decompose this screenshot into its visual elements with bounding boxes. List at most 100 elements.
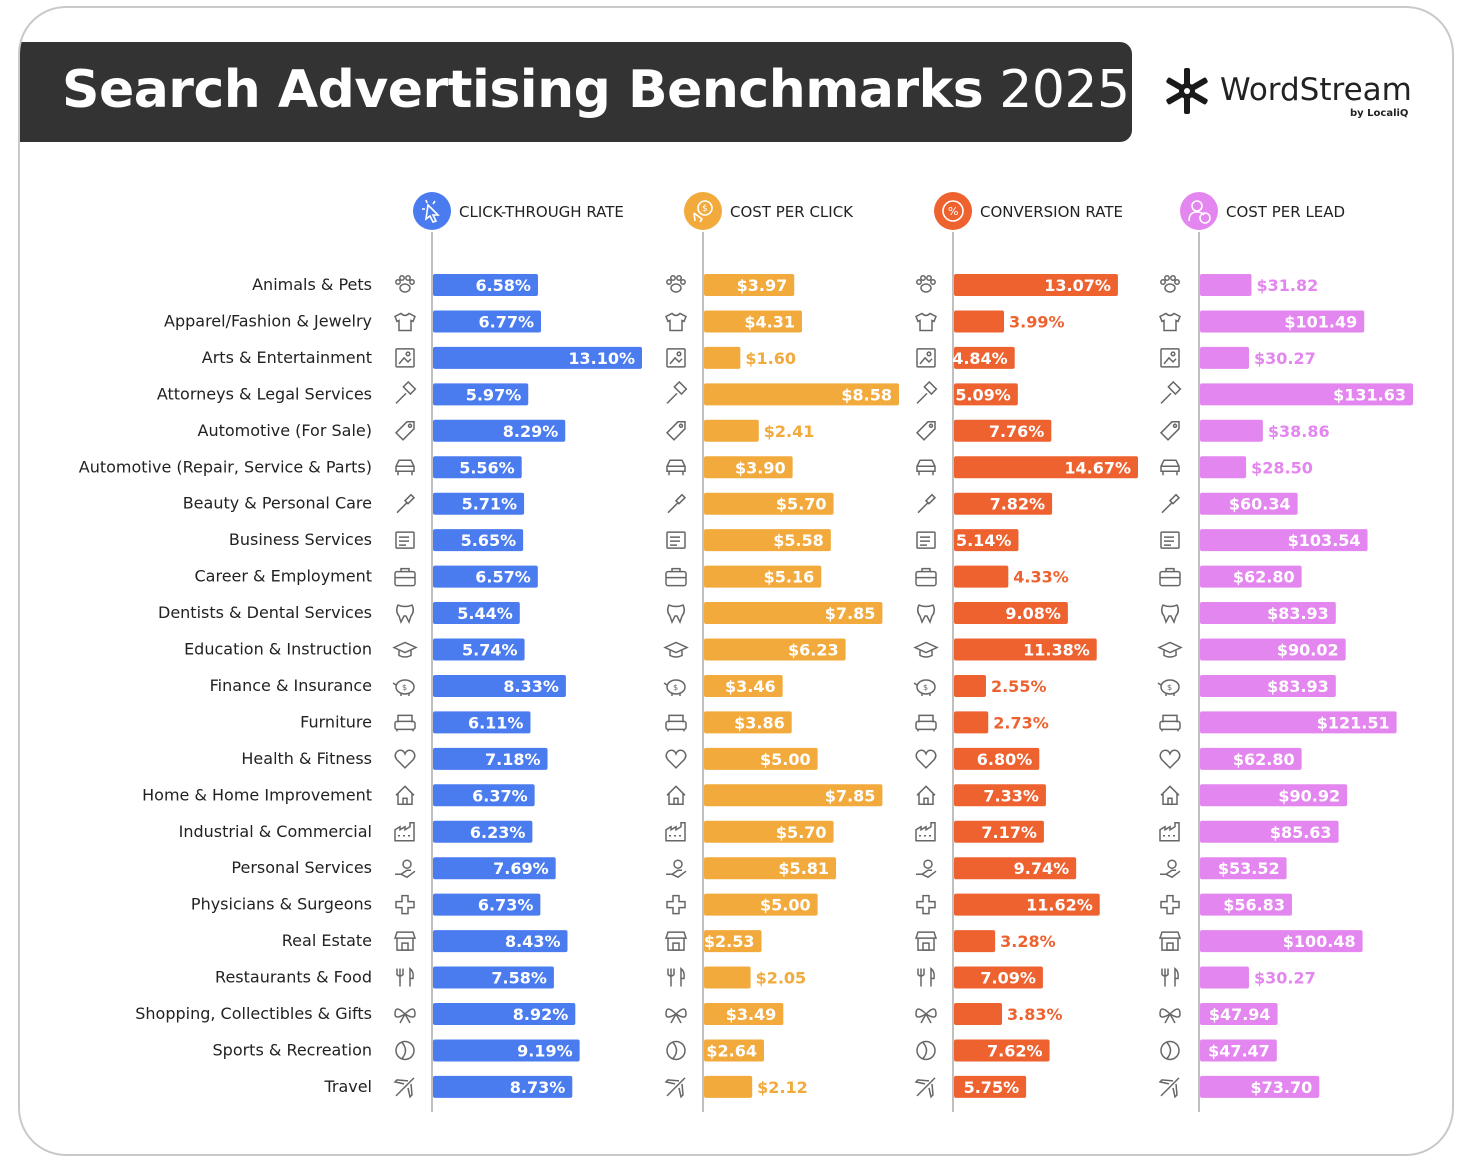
bar <box>954 1075 1027 1098</box>
data-label: $31.82 <box>1256 276 1318 295</box>
gavel-icon <box>395 380 417 404</box>
category-label: Arts & Entertainment <box>202 348 372 367</box>
bar <box>704 893 818 916</box>
data-label: $121.51 <box>1317 713 1390 732</box>
data-label: 5.44% <box>457 604 513 623</box>
utensils-icon <box>396 967 414 987</box>
tooth-icon <box>916 604 936 625</box>
bar <box>433 529 524 552</box>
data-label: 2.55% <box>991 677 1047 696</box>
data-label: 4.33% <box>1013 568 1069 587</box>
category-label: Shopping, Collectibles & Gifts <box>135 1004 372 1023</box>
bar <box>954 674 986 697</box>
house-icon <box>916 785 936 806</box>
factory-icon <box>1159 822 1180 842</box>
bar <box>954 1003 1003 1025</box>
factory-icon <box>915 822 936 842</box>
data-label: $60.34 <box>1229 495 1291 514</box>
briefcase-icon <box>665 567 687 587</box>
data-label: 6.57% <box>475 568 531 587</box>
bar <box>1200 529 1368 552</box>
data-label: $47.47 <box>1208 1041 1270 1060</box>
category-label: Dentists & Dental Services <box>158 603 372 622</box>
data-label: $3.46 <box>725 677 776 696</box>
user-dollar-icon <box>1180 192 1218 230</box>
bar <box>704 638 846 661</box>
bar <box>433 1003 576 1025</box>
house-icon <box>1160 785 1180 806</box>
bar <box>704 456 793 479</box>
storefront-icon <box>664 931 688 951</box>
bar <box>954 274 1118 296</box>
utensils-icon <box>1161 967 1179 987</box>
series-header-3: COST PER LEAD <box>1226 203 1345 221</box>
data-label: 8.33% <box>503 677 559 696</box>
bar <box>433 784 535 807</box>
bar <box>433 565 538 588</box>
ball-icon <box>395 1040 415 1061</box>
gavel-icon <box>1160 380 1182 404</box>
data-label: $83.93 <box>1267 677 1329 696</box>
category-label: Attorneys & Legal Services <box>157 384 372 403</box>
piggy-bank-icon: $ <box>392 679 415 696</box>
bar <box>954 310 1005 333</box>
brush-icon <box>1161 493 1181 514</box>
data-label: $2.12 <box>757 1078 808 1097</box>
data-label: $56.83 <box>1223 896 1285 915</box>
data-label: $3.49 <box>726 1005 777 1024</box>
bar <box>433 274 538 296</box>
graduation-cap-icon <box>913 641 939 658</box>
svg-text:$: $ <box>923 683 928 692</box>
bar <box>1200 711 1397 734</box>
data-label: $5.16 <box>764 568 815 587</box>
data-label: 6.80% <box>977 750 1033 769</box>
bar <box>433 674 566 697</box>
bar <box>1200 602 1336 625</box>
data-label: 8.92% <box>513 1005 569 1024</box>
page-title: Search Advertising Benchmarks 2025 <box>62 60 1130 120</box>
bar <box>954 565 1009 588</box>
bar <box>1200 747 1302 770</box>
series-header-0: CLICK-THROUGH RATE <box>459 203 624 221</box>
bar <box>1200 857 1287 880</box>
data-label: $7.85 <box>825 786 876 805</box>
shirt-icon <box>665 312 687 332</box>
data-label: 5.14% <box>956 531 1012 550</box>
bar <box>1200 674 1336 697</box>
series-header-2: CONVERSION RATE <box>980 203 1123 221</box>
bar <box>1200 346 1249 369</box>
bar <box>704 1039 764 1062</box>
data-label: 7.58% <box>491 969 547 988</box>
svg-text:$: $ <box>402 683 407 692</box>
bar <box>704 747 818 770</box>
bar <box>704 820 834 843</box>
data-label: $2.64 <box>706 1041 757 1060</box>
bar <box>433 383 529 406</box>
data-label: $85.63 <box>1270 823 1332 842</box>
gavel-icon <box>666 380 688 404</box>
title-banner: Search Advertising Benchmarks 2025 <box>20 42 1132 142</box>
house-icon <box>395 785 415 806</box>
bar <box>954 638 1097 661</box>
document-icon <box>1160 531 1180 549</box>
picture-icon <box>916 348 936 368</box>
data-label: $30.27 <box>1254 969 1316 988</box>
graduation-cap-icon <box>663 641 689 658</box>
bar <box>954 383 1018 406</box>
data-label: $5.00 <box>760 750 811 769</box>
bar <box>704 711 792 734</box>
data-label: $3.97 <box>737 276 788 295</box>
bar <box>433 419 566 442</box>
bar <box>954 930 996 953</box>
bar <box>954 456 1138 479</box>
car-icon <box>1160 459 1180 476</box>
data-label: 7.69% <box>493 859 549 878</box>
ball-icon <box>1160 1040 1180 1061</box>
data-label: 6.23% <box>470 823 526 842</box>
data-label: $83.93 <box>1267 604 1329 623</box>
tooth-icon <box>1160 604 1180 625</box>
bar <box>704 346 741 369</box>
bar <box>433 711 531 734</box>
price-tag-icon <box>1159 421 1180 441</box>
